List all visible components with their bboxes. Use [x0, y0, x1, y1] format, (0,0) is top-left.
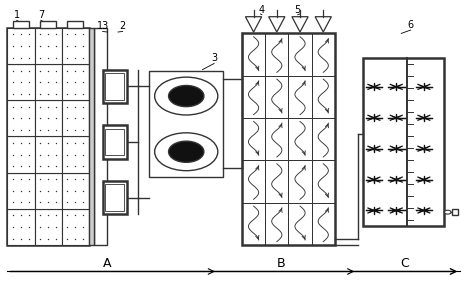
Text: B: B [277, 257, 286, 270]
Bar [67, 21, 83, 28]
Bar [265, 160, 289, 203]
Bar [62, 64, 89, 100]
Bar [312, 76, 335, 118]
Bar [94, 28, 107, 245]
Text: C: C [400, 257, 409, 270]
Bar [289, 118, 312, 160]
Bar [289, 160, 312, 203]
Bar [265, 76, 289, 118]
Bar [452, 209, 458, 215]
Bar [265, 34, 289, 76]
Circle shape [155, 77, 218, 115]
Bar [62, 100, 89, 136]
Bar [312, 34, 335, 76]
Bar [242, 34, 335, 245]
Bar [34, 28, 62, 64]
Bar [289, 34, 312, 76]
Bar [34, 100, 62, 136]
Bar [242, 76, 265, 118]
Text: A: A [103, 257, 111, 270]
Bar [242, 160, 265, 203]
Bar [242, 203, 265, 245]
Bar [62, 209, 89, 245]
Bar [242, 34, 265, 76]
Bar [265, 203, 289, 245]
Bar [102, 181, 127, 214]
Bar [34, 64, 62, 100]
Text: 2: 2 [119, 22, 126, 32]
Text: 6: 6 [407, 20, 414, 30]
Bar [149, 71, 223, 177]
Polygon shape [292, 17, 308, 32]
Text: 4: 4 [259, 5, 265, 15]
Bar [40, 21, 56, 28]
Bar [89, 28, 94, 245]
Polygon shape [269, 17, 285, 32]
Bar [289, 76, 312, 118]
Bar [289, 203, 312, 245]
Text: 5: 5 [295, 5, 301, 15]
Polygon shape [315, 17, 331, 32]
Bar [363, 59, 444, 225]
Bar [312, 160, 335, 203]
Bar [102, 125, 127, 159]
Bar [62, 28, 89, 64]
Bar [8, 64, 34, 100]
Circle shape [169, 141, 204, 162]
Text: 1: 1 [14, 10, 20, 20]
Bar [265, 118, 289, 160]
Bar [8, 28, 34, 64]
Bar [8, 136, 34, 173]
Bar [312, 203, 335, 245]
Bar [34, 173, 62, 209]
Bar [105, 184, 124, 211]
Bar [102, 70, 127, 103]
Bar [242, 118, 265, 160]
Circle shape [445, 210, 451, 214]
Bar [105, 129, 124, 155]
Text: 7: 7 [38, 10, 44, 20]
Bar [312, 118, 335, 160]
Circle shape [169, 85, 204, 106]
Bar [62, 136, 89, 173]
Text: 3: 3 [211, 53, 217, 63]
Bar [62, 173, 89, 209]
Bar [8, 209, 34, 245]
Bar [8, 100, 34, 136]
Text: 13: 13 [96, 22, 109, 32]
Bar [8, 28, 89, 245]
Bar [105, 73, 124, 100]
Bar [34, 136, 62, 173]
Bar [34, 209, 62, 245]
Polygon shape [245, 17, 262, 32]
Bar [13, 21, 29, 28]
Bar [8, 173, 34, 209]
Circle shape [155, 133, 218, 171]
